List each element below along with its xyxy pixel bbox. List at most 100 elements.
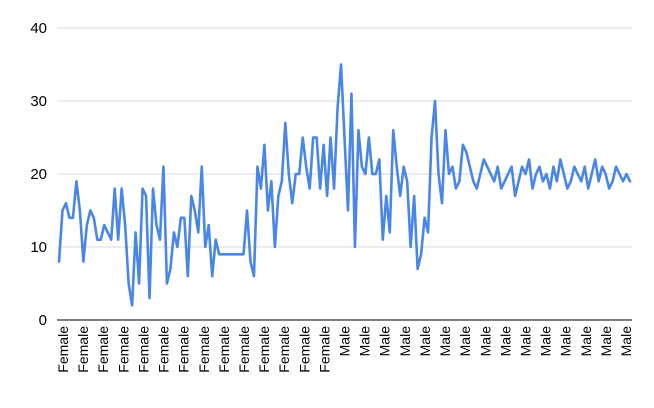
data-point: [340, 63, 342, 65]
y-axis-ticks: 0 10 20 30 40: [30, 20, 47, 329]
data-point: [500, 187, 502, 189]
data-point: [107, 231, 109, 233]
data-point: [315, 136, 317, 138]
data-point: [462, 144, 464, 146]
data-point: [399, 195, 401, 197]
data-point: [221, 253, 223, 255]
data-point: [162, 166, 164, 168]
data-point: [190, 195, 192, 197]
data-point: [402, 166, 404, 168]
data-point: [100, 239, 102, 241]
data-point: [117, 239, 119, 241]
x-tick-label: Male: [598, 326, 614, 357]
x-tick-label: Male: [337, 326, 353, 357]
data-point: [427, 231, 429, 233]
data-point: [507, 173, 509, 175]
data-point: [114, 187, 116, 189]
data-point: [322, 144, 324, 146]
data-point: [416, 268, 418, 270]
data-point: [134, 231, 136, 233]
x-tick-label: Female: [296, 326, 312, 373]
data-point: [208, 224, 210, 226]
data-point: [552, 166, 554, 168]
data-point: [197, 231, 199, 233]
data-point: [490, 173, 492, 175]
data-point: [528, 158, 530, 160]
data-point: [597, 180, 599, 182]
data-point: [601, 166, 603, 168]
data-point: [86, 224, 88, 226]
data-point: [173, 231, 175, 233]
data-point: [96, 239, 98, 241]
data-point: [587, 187, 589, 189]
data-point: [594, 158, 596, 160]
data-point: [608, 187, 610, 189]
data-point: [584, 166, 586, 168]
data-point: [110, 239, 112, 241]
data-point: [354, 246, 356, 248]
data-point: [497, 166, 499, 168]
data-point: [347, 209, 349, 211]
x-tick-label: Female: [276, 326, 292, 373]
data-point: [305, 166, 307, 168]
data-point: [517, 180, 519, 182]
data-point: [228, 253, 230, 255]
x-tick-label: Female: [55, 326, 71, 373]
data-point: [430, 136, 432, 138]
data-point: [563, 173, 565, 175]
x-tick-label: Male: [477, 326, 493, 357]
x-tick-label: Male: [497, 326, 513, 357]
data-point: [75, 180, 77, 182]
data-point: [152, 187, 154, 189]
data-point: [127, 282, 129, 284]
data-point: [396, 166, 398, 168]
x-tick-label: Male: [457, 326, 473, 357]
x-tick-label: Male: [618, 326, 634, 357]
data-point: [361, 166, 363, 168]
data-point: [145, 195, 147, 197]
x-tick-label: Female: [95, 326, 111, 373]
data-point: [232, 253, 234, 255]
data-point: [103, 224, 105, 226]
x-tick-label: Female: [115, 326, 131, 373]
x-tick-label: Male: [397, 326, 413, 357]
data-point: [458, 180, 460, 182]
data-point: [392, 129, 394, 131]
x-tick-label: Female: [216, 326, 232, 373]
data-point: [371, 173, 373, 175]
x-tick-label: Female: [135, 326, 151, 373]
data-point: [298, 173, 300, 175]
gridlines: [57, 27, 632, 321]
data-point: [329, 136, 331, 138]
x-tick-label: Male: [578, 326, 594, 357]
data-point: [538, 166, 540, 168]
data-point: [437, 173, 439, 175]
data-point: [249, 260, 251, 262]
y-tick-label: 10: [30, 239, 47, 256]
x-tick-label: Male: [437, 326, 453, 357]
x-tick-label: Male: [517, 326, 533, 357]
data-point: [138, 282, 140, 284]
data-point: [253, 275, 255, 277]
y-tick-label: 0: [39, 312, 47, 329]
data-point: [350, 93, 352, 95]
data-point: [413, 195, 415, 197]
data-point: [211, 275, 213, 277]
data-point: [549, 187, 551, 189]
data-point: [524, 173, 526, 175]
data-point: [448, 173, 450, 175]
data-point: [260, 187, 262, 189]
data-point: [615, 166, 617, 168]
x-tick-label: Male: [377, 326, 393, 357]
data-point: [441, 202, 443, 204]
data-point: [159, 239, 161, 241]
data-point: [375, 173, 377, 175]
data-point: [420, 253, 422, 255]
data-point: [214, 239, 216, 241]
data-point: [201, 166, 203, 168]
data-point: [263, 144, 265, 146]
data-point: [239, 253, 241, 255]
x-tick-label: Male: [357, 326, 373, 357]
data-point: [444, 129, 446, 131]
x-tick-label: Female: [196, 326, 212, 373]
